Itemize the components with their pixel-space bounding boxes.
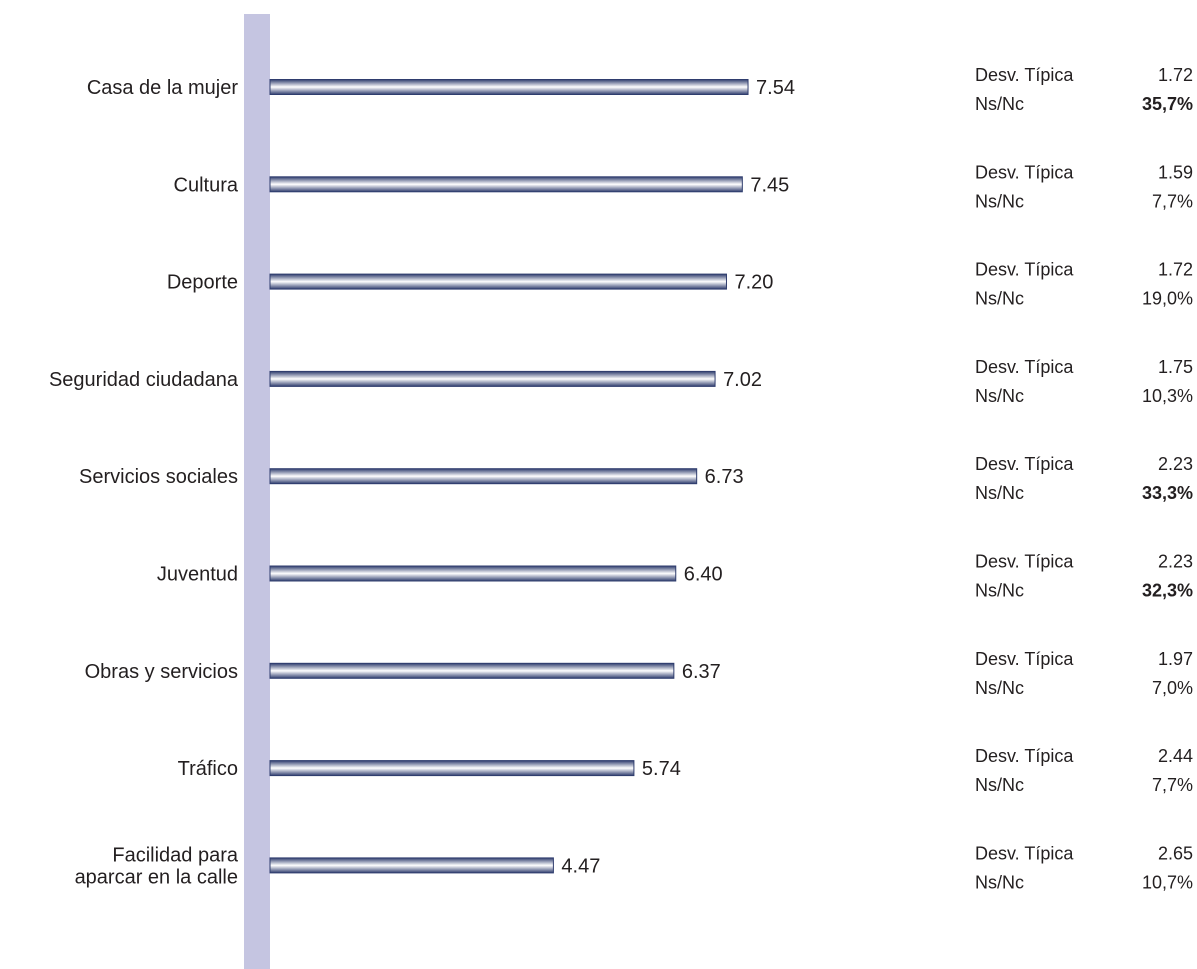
std-label: Desv. Típica [975,357,1074,377]
std-value: 2.65 [1158,843,1193,863]
category-label: Tráfico [178,758,238,780]
nsnc-value: 32,3% [1142,581,1193,601]
nsnc-value: 35,7% [1142,94,1193,114]
nsnc-label: Ns/Nc [975,775,1024,795]
category-label: Facilidad para aparcar en la calle [75,844,239,888]
bar [269,273,727,290]
bar [269,565,677,582]
std-value: 2.23 [1158,552,1193,572]
category-label: Deporte [167,272,238,294]
nsnc-value: 33,3% [1142,483,1193,503]
nsnc-value: 7,0% [1152,678,1193,698]
nsnc-value: 10,7% [1142,872,1193,892]
bar [269,79,749,95]
std-value: 2.44 [1158,746,1193,766]
category-label: Seguridad ciudadana [49,369,239,391]
category-label: Servicios sociales [79,466,238,488]
nsnc-value: 7,7% [1152,775,1193,795]
nsnc-label: Ns/Nc [975,678,1024,698]
std-label: Desv. Típica [975,260,1074,280]
std-value: 2.23 [1158,454,1193,474]
std-value: 1.72 [1158,65,1193,85]
std-label: Desv. Típica [975,649,1074,669]
nsnc-value: 19,0% [1142,289,1193,309]
category-label: Juventud [157,564,238,586]
bar-value-label: 6.37 [682,661,721,683]
std-value: 1.97 [1158,649,1193,669]
bar-value-label: 6.73 [705,466,744,488]
nsnc-label: Ns/Nc [975,289,1024,309]
bar [269,176,743,193]
bar-value-label: 7.54 [756,77,795,99]
std-label: Desv. Típica [975,454,1074,474]
bar [269,370,716,387]
std-label: Desv. Típica [975,746,1074,766]
bar [269,662,675,679]
bar [269,857,554,874]
category-label: Cultura [174,174,239,196]
nsnc-label: Ns/Nc [975,872,1024,892]
axis-band [244,14,270,969]
bar-value-label: 5.74 [642,758,681,780]
std-value: 1.72 [1158,260,1193,280]
nsnc-label: Ns/Nc [975,191,1024,211]
nsnc-value: 10,3% [1142,386,1193,406]
bar-value-label: 4.47 [561,855,600,877]
nsnc-label: Ns/Nc [975,483,1024,503]
std-value: 1.59 [1158,162,1193,182]
category-label: Obras y servicios [85,661,238,683]
std-label: Desv. Típica [975,843,1074,863]
bar-value-label: 7.45 [750,174,789,196]
category-label: Casa de la mujer [87,77,239,99]
bar-value-label: 7.20 [734,272,773,294]
nsnc-value: 7,7% [1152,191,1193,211]
nsnc-label: Ns/Nc [975,94,1024,114]
bar-value-label: 7.02 [723,369,762,391]
bar [269,760,635,777]
nsnc-label: Ns/Nc [975,386,1024,406]
bar-value-label: 6.40 [684,564,723,586]
nsnc-label: Ns/Nc [975,581,1024,601]
std-label: Desv. Típica [975,65,1074,85]
std-label: Desv. Típica [975,162,1074,182]
bar [269,468,698,485]
std-value: 1.75 [1158,357,1193,377]
std-label: Desv. Típica [975,552,1074,572]
